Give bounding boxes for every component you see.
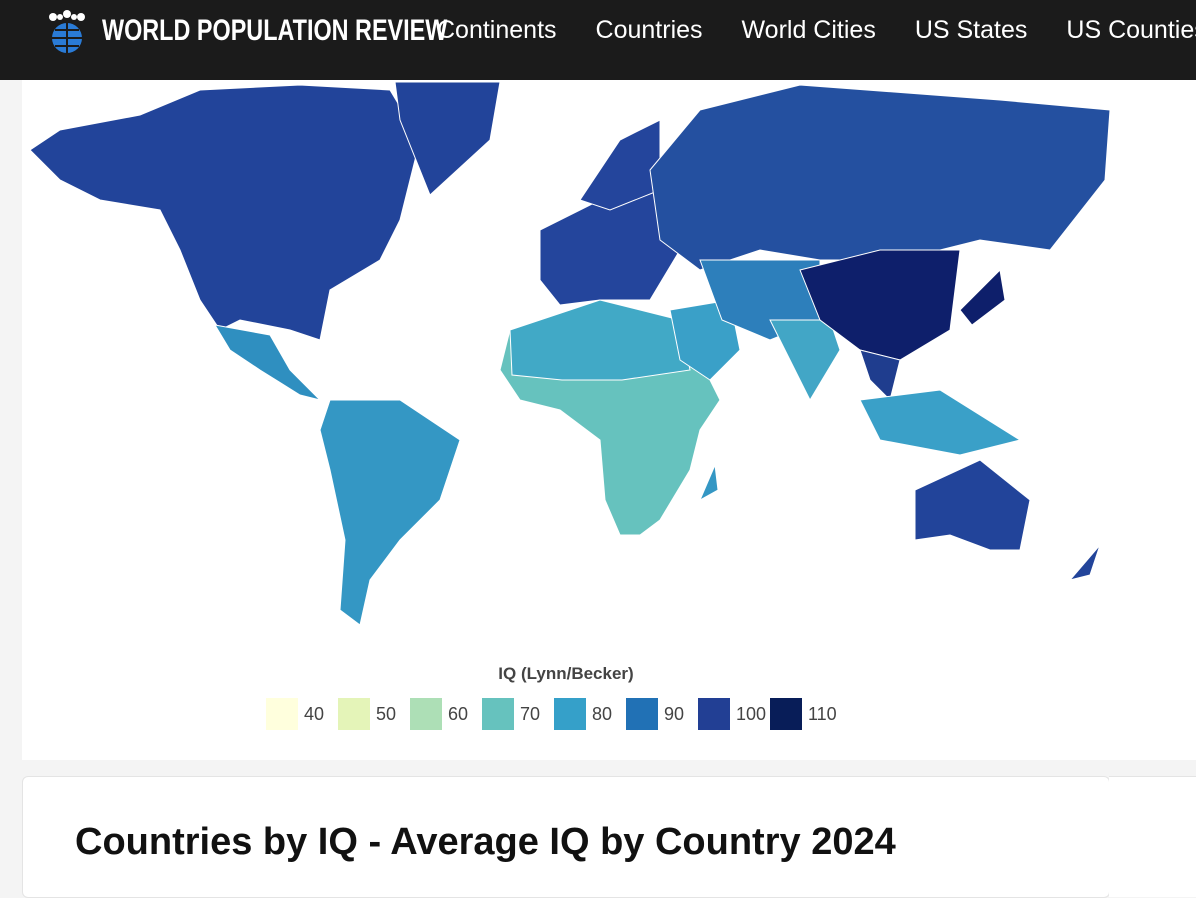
article-title: Countries by IQ - Average IQ by Country … [75,821,896,863]
legend-swatch [770,698,802,730]
nav-link[interactable]: Countries [595,16,703,44]
legend-swatch [482,698,514,730]
map-card: IQ (Lynn/Becker) 40 50 60 70 80 90 100 110 [22,80,1196,760]
legend-item: 100 [698,698,770,730]
legend-swatch [266,698,298,730]
legend-swatch [410,698,442,730]
legend-label: 60 [448,703,469,724]
legend-label: 80 [592,703,613,724]
legend-label: 50 [376,703,397,724]
sidebar [1109,776,1196,897]
legend: 40 50 60 70 80 90 100 110 [266,698,842,730]
legend-label: 110 [808,703,837,724]
legend-swatch [338,698,370,730]
world-map [29,81,1111,626]
nav: Continents Countries World Cities US States… [437,16,1196,45]
legend-label: 70 [520,703,541,724]
nav-link[interactable]: US States [914,16,1028,44]
legend-swatch [626,698,658,730]
nav-link[interactable]: World Cities [741,16,876,44]
legend-item: 40 [266,698,338,730]
nav-link[interactable]: Continents [437,16,557,44]
legend-label: 100 [736,703,767,724]
legend-label: 40 [304,703,325,724]
legend-item: 90 [626,698,698,730]
legend-swatch [554,698,586,730]
logo-icon[interactable] [44,8,90,54]
legend-item: 50 [338,698,410,730]
nav-link[interactable]: US Counties [1066,16,1196,44]
legend-item: 60 [410,698,482,730]
legend-item: 70 [482,698,554,730]
legend-label: 90 [664,703,685,724]
logo-text[interactable]: WORLD POPULATION REVIEW [102,14,448,47]
legend-title: IQ (Lynn/Becker) [498,664,634,683]
legend-item: 80 [554,698,626,730]
top-bar: WORLD POPULATION REVIEW Continents Countr… [0,0,1196,80]
legend-swatch [698,698,730,730]
article-card: Countries by IQ - Average IQ by Country … [22,776,1110,898]
legend-item: 110 [770,698,842,730]
